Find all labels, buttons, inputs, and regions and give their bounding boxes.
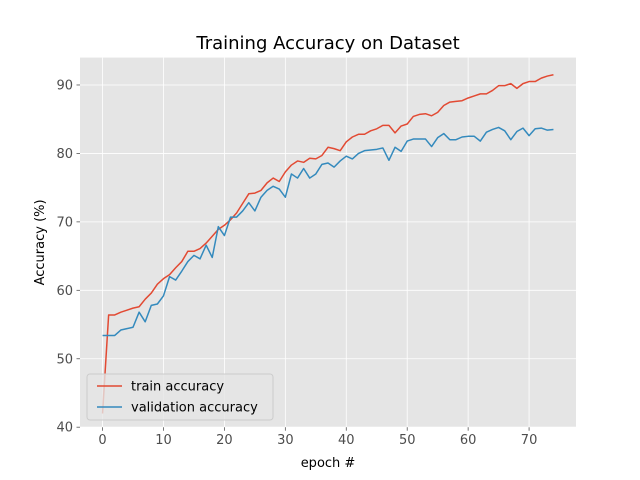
x-tick-label: 50 bbox=[399, 433, 416, 448]
gridlines bbox=[80, 57, 576, 428]
series-layer bbox=[101, 73, 554, 414]
legend-box bbox=[86, 373, 274, 421]
y-tick-label: 80 bbox=[56, 147, 73, 162]
x-tick-label: 0 bbox=[98, 433, 106, 448]
x-tick-label: 10 bbox=[155, 433, 172, 448]
chart-title: Training Accuracy on Dataset bbox=[195, 33, 459, 54]
series-line-validation-accuracy bbox=[102, 126, 554, 337]
x-tick-label: 20 bbox=[216, 433, 233, 448]
y-axis-label: Accuracy (%) bbox=[33, 199, 48, 285]
y-tick-label: 40 bbox=[56, 421, 73, 436]
y-tick-label: 60 bbox=[56, 284, 73, 299]
x-tick-label: 40 bbox=[338, 433, 355, 448]
y-tick-label: 70 bbox=[56, 215, 73, 230]
y-tick-label: 90 bbox=[56, 78, 73, 93]
legend: train accuracy validation accuracy bbox=[86, 373, 274, 421]
plot-area bbox=[80, 57, 576, 428]
legend-label-train: train accuracy bbox=[131, 380, 224, 395]
y-tick-label: 50 bbox=[56, 352, 73, 367]
x-tick-label: 30 bbox=[277, 433, 294, 448]
x-axis-label: epoch # bbox=[301, 456, 356, 471]
series-line-train-accuracy bbox=[101, 73, 554, 414]
axis-ticks: 0 10 20 30 40 50 60 70 40 50 60 70 80 90 bbox=[56, 78, 537, 448]
x-tick-label: 60 bbox=[460, 433, 477, 448]
legend-label-validation: validation accuracy bbox=[131, 401, 258, 416]
x-tick-label: 70 bbox=[521, 433, 538, 448]
